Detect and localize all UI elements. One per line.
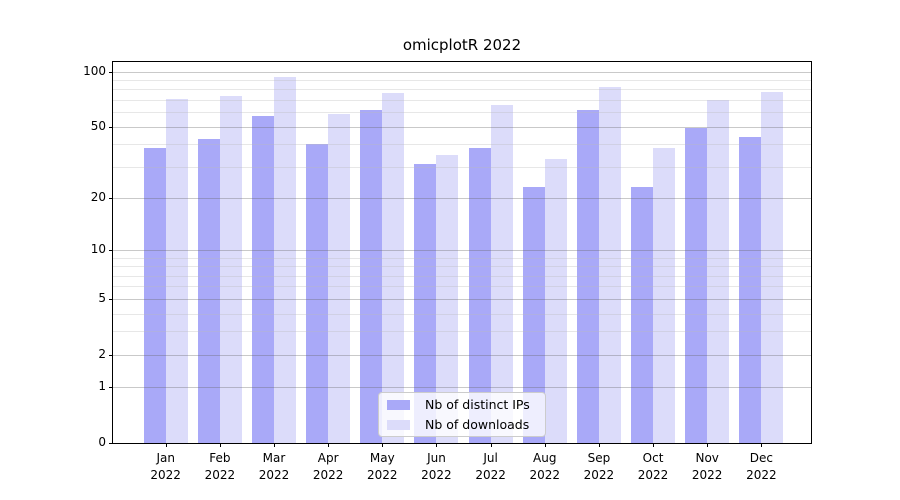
x-tick-mark-nov <box>707 443 709 447</box>
bar-distinct-ips-dec <box>739 136 762 443</box>
bar-downloads-aug <box>544 159 567 443</box>
x-tick-label-jan: Jan 2022 <box>150 451 181 482</box>
x-tick-mark-feb <box>219 443 221 447</box>
y-tick-label-50: 50 <box>90 118 106 133</box>
bar-distinct-ips-feb <box>197 138 220 443</box>
bar-distinct-ips-jun <box>414 164 437 443</box>
bar-downloads-feb <box>219 95 242 443</box>
chart-title: omicplotR 2022 <box>402 36 522 54</box>
bar-distinct-ips-jan <box>143 148 166 443</box>
x-tick-mark-jul <box>490 443 492 447</box>
x-tick-mark-jun <box>436 443 438 447</box>
x-tick-label-nov: Nov 2022 <box>691 451 723 482</box>
bars-layer <box>113 62 811 443</box>
x-tick-label-jun: Jun 2022 <box>421 451 452 482</box>
y-tick-label-2: 2 <box>98 346 106 361</box>
bar-downloads-mar <box>274 76 296 443</box>
legend: Nb of distinct IPs Nb of downloads <box>378 392 546 437</box>
bar-distinct-ips-may <box>360 109 383 443</box>
bar-distinct-ips-oct <box>631 187 654 443</box>
y-tick-mark-2 <box>109 354 113 356</box>
legend-label-downloads: Nb of downloads <box>425 417 530 432</box>
bar-downloads-may <box>382 92 405 443</box>
x-tick-label-apr: Apr 2022 <box>312 451 344 482</box>
legend-row-distinct-ips: Nb of distinct IPs <box>379 397 545 412</box>
bar-distinct-ips-aug <box>522 187 545 443</box>
x-tick-label-feb: Feb 2022 <box>204 451 236 482</box>
legend-label-distinct-ips: Nb of distinct IPs <box>425 397 530 412</box>
y-tick-label-20: 20 <box>90 190 106 205</box>
x-tick-mark-sep <box>598 443 600 447</box>
y-tick-label-100: 100 <box>83 63 106 78</box>
bar-downloads-apr <box>328 113 351 443</box>
bar-downloads-jun <box>436 154 459 443</box>
bar-distinct-ips-nov <box>685 128 708 443</box>
bar-downloads-dec <box>761 91 784 443</box>
bar-downloads-sep <box>598 86 621 443</box>
y-tick-label-1: 1 <box>98 379 106 394</box>
bar-downloads-jan <box>165 98 188 443</box>
x-tick-mark-aug <box>544 443 546 447</box>
y-tick-mark-5 <box>109 298 113 300</box>
x-tick-mark-apr <box>328 443 330 447</box>
y-tick-mark-20 <box>109 198 113 200</box>
bar-downloads-oct <box>653 148 676 443</box>
y-tick-label-10: 10 <box>90 242 106 257</box>
x-tick-mark-jan <box>165 443 167 447</box>
legend-swatch-distinct-ips <box>387 399 410 410</box>
bar-distinct-ips-mar <box>252 116 274 443</box>
y-tick-mark-0 <box>109 443 113 444</box>
y-tick-mark-1 <box>109 387 113 389</box>
y-tick-mark-50 <box>109 126 113 128</box>
plot-area: Nb of distinct IPs Nb of downloads <box>112 61 812 444</box>
x-tick-mark-mar <box>274 443 275 447</box>
x-tick-label-jul: Jul 2022 <box>475 451 506 482</box>
x-tick-label-may: May 2022 <box>367 451 398 482</box>
x-tick-mark-may <box>382 443 384 447</box>
legend-swatch-downloads <box>387 419 410 430</box>
bar-distinct-ips-jul <box>468 148 491 443</box>
y-tick-label-0: 0 <box>98 435 106 449</box>
bar-distinct-ips-sep <box>576 109 599 443</box>
bar-distinct-ips-apr <box>306 144 329 443</box>
legend-row-downloads: Nb of downloads <box>379 417 545 432</box>
x-tick-label-aug: Aug 2022 <box>529 451 561 482</box>
x-tick-mark-dec <box>761 443 763 447</box>
bar-downloads-jul <box>490 104 513 443</box>
y-tick-label-5: 5 <box>98 290 106 305</box>
x-tick-label-oct: Oct 2022 <box>637 451 669 482</box>
x-tick-label-sep: Sep 2022 <box>583 451 615 482</box>
x-tick-mark-oct <box>653 443 655 447</box>
x-tick-label-dec: Dec 2022 <box>746 451 777 482</box>
y-tick-mark-10 <box>109 250 113 252</box>
bar-downloads-nov <box>707 100 730 443</box>
x-tick-label-mar: Mar 2022 <box>258 451 290 482</box>
y-tick-mark-100 <box>109 71 113 73</box>
